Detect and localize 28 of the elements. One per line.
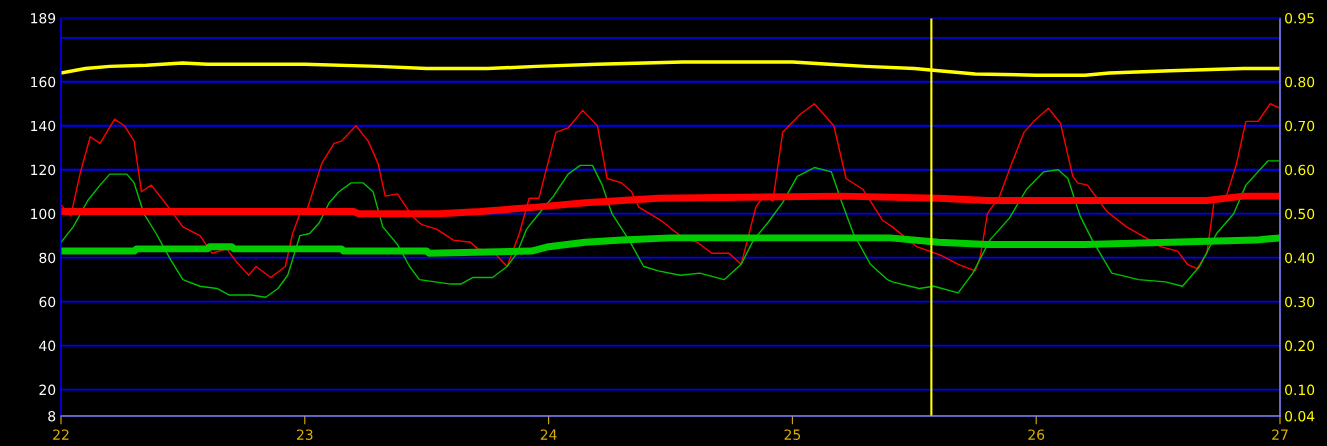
y-tick-label: 20 bbox=[39, 384, 56, 396]
y-tick-label: 80 bbox=[39, 252, 56, 264]
x-tick-label: 25 bbox=[784, 429, 801, 440]
x-tick-label: 26 bbox=[1028, 429, 1045, 440]
y2-tick-label: 0.10 bbox=[1285, 384, 1315, 396]
y-tick-label: 40 bbox=[39, 340, 56, 352]
y2-tick-label: 0.70 bbox=[1285, 120, 1315, 132]
x-tick-label: 22 bbox=[53, 429, 69, 440]
line-series bbox=[61, 160, 1280, 298]
y-tick-label: 160 bbox=[31, 76, 56, 88]
x-tick-label: 23 bbox=[296, 429, 313, 440]
y2-tick-label: 0.80 bbox=[1285, 76, 1315, 88]
y2-tick-label: 0.60 bbox=[1285, 164, 1315, 176]
y-tick-label: 140 bbox=[31, 120, 56, 132]
y-tick-label: 100 bbox=[31, 208, 56, 220]
y-tick-label: 120 bbox=[31, 164, 56, 176]
y2-tick-label: 0.20 bbox=[1285, 340, 1315, 352]
y-tick-label: 189 bbox=[31, 12, 56, 24]
y2-tick-label: 0.95 bbox=[1285, 12, 1314, 24]
y2-tick-label: 0.30 bbox=[1285, 296, 1315, 308]
x-tick-label: 24 bbox=[540, 429, 557, 440]
y2-tick-label: 0.40 bbox=[1285, 252, 1315, 264]
y-tick-label: 8 bbox=[48, 410, 56, 422]
x-tick-label: 27 bbox=[1272, 429, 1288, 440]
y-tick-label: 60 bbox=[39, 296, 56, 308]
y2-tick-label: 0.50 bbox=[1285, 208, 1315, 220]
line-series bbox=[61, 103, 1280, 279]
y2-tick-label: 0.04 bbox=[1285, 410, 1315, 422]
